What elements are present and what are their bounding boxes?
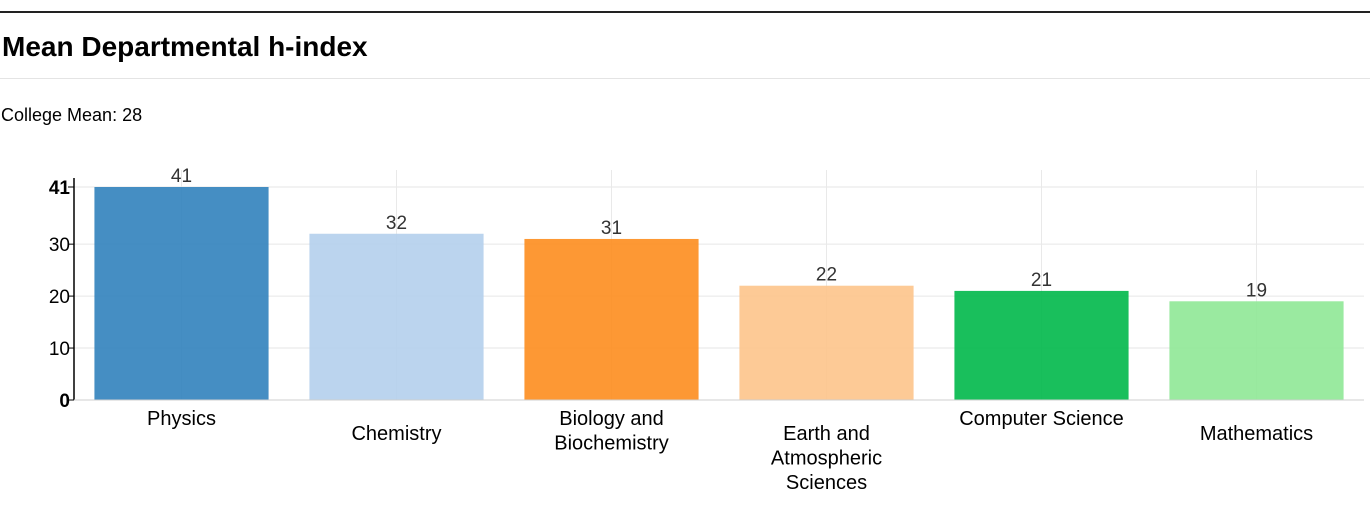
chart-bars	[94, 187, 1344, 400]
y-tick-label: 10	[49, 339, 70, 360]
bar[interactable]	[94, 187, 269, 400]
bar-value-label: 31	[601, 218, 622, 239]
bar-value-label: 32	[386, 213, 407, 234]
x-tick-label: Chemistry	[351, 423, 441, 445]
y-tick-label: 0	[59, 391, 70, 412]
chart-value-labels: 41 32 31 22 21 19	[171, 166, 1267, 301]
bar[interactable]	[954, 290, 1129, 400]
bar-value-label: 22	[816, 265, 837, 286]
bar-value-label: 19	[1246, 280, 1267, 301]
college-mean-label: College Mean:	[1, 105, 118, 125]
bar-value-label: 21	[1031, 270, 1052, 291]
bar[interactable]	[309, 233, 484, 400]
title-divider	[0, 78, 1370, 79]
college-mean: College Mean: 28	[1, 104, 142, 126]
top-rule	[0, 11, 1370, 13]
bar-value-label: 41	[171, 166, 192, 187]
y-tick-label: 20	[49, 287, 70, 308]
x-tick-label: Earth and Atmospheric Sciences	[771, 423, 882, 494]
y-axis: 0 10 20 30 41	[49, 178, 1364, 412]
x-tick-label: Physics	[147, 408, 216, 430]
x-axis-labels: Physics Chemistry Biology and Biochemistry E…	[147, 408, 1313, 494]
bar[interactable]	[1169, 301, 1344, 400]
y-tick-label: 41	[49, 178, 71, 199]
bar[interactable]	[524, 238, 699, 400]
page-title: Mean Departmental h-index	[2, 31, 368, 62]
bar[interactable]	[739, 285, 914, 400]
x-tick-label: Computer Science	[959, 408, 1124, 430]
college-mean-value: 28	[122, 105, 143, 125]
x-tick-label: Biology and Biochemistry	[554, 408, 668, 455]
y-tick-label: 30	[49, 235, 70, 256]
x-tick-label: Mathematics	[1200, 423, 1313, 445]
